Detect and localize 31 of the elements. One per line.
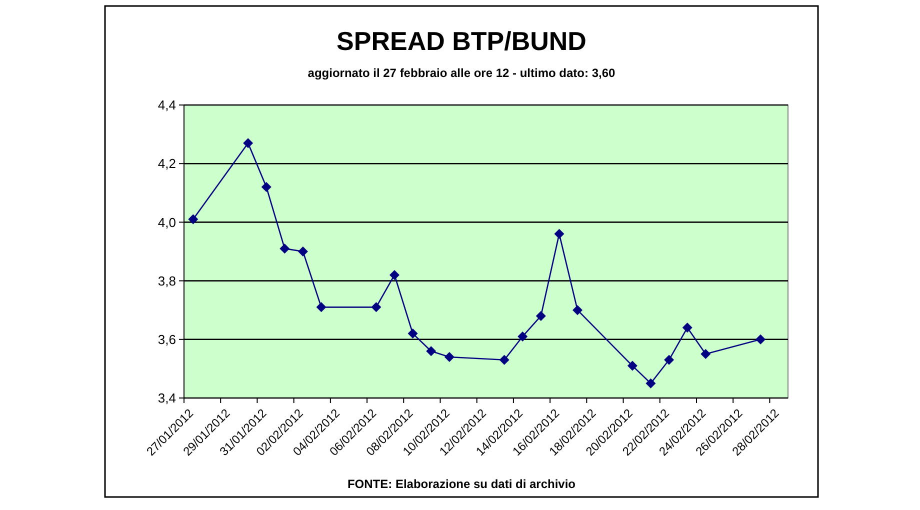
point xyxy=(298,246,308,256)
point xyxy=(554,228,564,239)
point xyxy=(646,378,656,388)
point xyxy=(700,349,711,360)
point xyxy=(389,270,400,280)
point xyxy=(316,302,326,312)
chart-subtitle: aggiornato il 27 febbraio alle ore 12 - ultimo dato: 3,60 xyxy=(308,66,616,80)
point xyxy=(261,182,272,192)
point xyxy=(371,302,382,312)
point xyxy=(536,310,546,321)
y-tick-label: 3,8 xyxy=(158,273,176,288)
point xyxy=(280,244,290,254)
point xyxy=(664,354,674,365)
point xyxy=(499,354,510,365)
y-tick-label: 4,4 xyxy=(158,98,176,113)
point xyxy=(444,352,454,362)
y-tick-label: 4,2 xyxy=(158,156,176,172)
chart-title: SPREAD BTP/BUND xyxy=(336,26,586,56)
point xyxy=(572,305,583,316)
y-tick-label: 3,4 xyxy=(158,390,176,406)
point xyxy=(408,328,418,339)
y-tick-label: 4,0 xyxy=(158,214,176,230)
point xyxy=(518,331,528,342)
point xyxy=(682,322,692,333)
point xyxy=(188,214,198,224)
point xyxy=(627,360,638,371)
point xyxy=(243,138,254,148)
source-note: FONTE: Elaborazione su dati di archivio xyxy=(347,477,576,491)
point xyxy=(756,334,766,344)
y-tick-label: 3,6 xyxy=(158,332,176,347)
point xyxy=(426,346,436,356)
